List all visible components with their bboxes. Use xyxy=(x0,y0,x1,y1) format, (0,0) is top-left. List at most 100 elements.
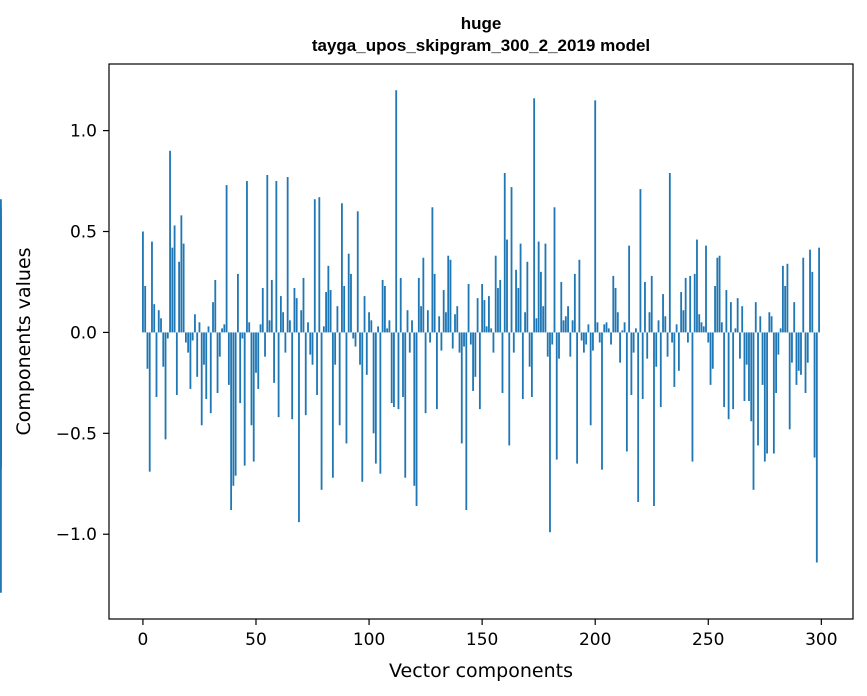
bar-249 xyxy=(705,245,707,333)
bar-286 xyxy=(788,332,791,430)
bar-91 xyxy=(347,253,350,333)
bar-163 xyxy=(510,187,513,333)
bar-197 xyxy=(587,324,590,333)
bar-265 xyxy=(741,306,744,333)
bar-80 xyxy=(322,326,325,333)
bar-297 xyxy=(813,332,816,458)
bar-240 xyxy=(684,277,687,333)
bar-244 xyxy=(693,273,696,333)
bar-9 xyxy=(162,332,165,367)
bar-54 xyxy=(264,332,266,357)
bar-266 xyxy=(743,332,746,402)
bar-74 xyxy=(309,332,312,355)
bar-6 xyxy=(155,332,158,397)
bar-105 xyxy=(379,332,382,474)
bar-11 xyxy=(166,332,169,339)
bar-104 xyxy=(377,326,380,333)
bar-204 xyxy=(603,324,606,333)
bar-158 xyxy=(499,279,502,333)
bar-107 xyxy=(383,286,386,333)
bar-264 xyxy=(739,332,741,359)
bar-270 xyxy=(752,332,755,490)
bar-259 xyxy=(727,332,730,420)
bar-2 xyxy=(146,332,149,369)
bar-36 xyxy=(223,324,226,333)
bar-175 xyxy=(537,241,540,333)
bar-184 xyxy=(558,332,560,359)
bar-213 xyxy=(623,322,626,333)
bar-90 xyxy=(345,332,348,444)
bar-93 xyxy=(352,332,355,339)
bar-47 xyxy=(248,322,251,333)
bar-38 xyxy=(227,332,230,385)
bar-44 xyxy=(241,332,244,339)
bar-53 xyxy=(261,288,264,333)
bar-65 xyxy=(289,320,291,333)
bar-212 xyxy=(621,330,624,333)
bar-281 xyxy=(777,332,780,355)
bar-0 xyxy=(142,231,144,333)
bar-138 xyxy=(454,314,456,333)
bar-232 xyxy=(666,332,669,357)
bar-246 xyxy=(698,314,701,333)
bar-255 xyxy=(718,255,721,333)
chart-title: huge xyxy=(461,14,502,33)
bar-84 xyxy=(331,332,334,478)
bar-185 xyxy=(560,281,563,333)
bar-209 xyxy=(614,288,617,333)
bar-290 xyxy=(797,332,800,371)
bar-120 xyxy=(413,332,416,486)
bar-225 xyxy=(650,275,653,333)
bar-57 xyxy=(270,279,273,333)
bar-149 xyxy=(478,332,481,410)
bar-141 xyxy=(460,332,463,444)
bar-201 xyxy=(596,322,599,333)
bar-1 xyxy=(144,286,147,333)
chart-subtitle: tayga_upos_skipgram_300_2_2019 model xyxy=(312,36,650,55)
bar-undefined xyxy=(0,332,2,466)
bar-19 xyxy=(184,332,187,343)
bar-227 xyxy=(655,332,658,367)
bar-180 xyxy=(549,332,551,533)
bar-190 xyxy=(571,320,574,333)
bar-147 xyxy=(474,332,477,377)
bar-35 xyxy=(221,328,223,333)
bar-272 xyxy=(757,332,759,446)
bar-153 xyxy=(488,296,490,333)
bar-39 xyxy=(230,332,233,511)
bar-292 xyxy=(802,257,805,333)
bar-86 xyxy=(336,306,339,333)
bar-42 xyxy=(237,273,239,333)
bar-26 xyxy=(200,332,203,426)
bar-157 xyxy=(497,288,499,333)
bar-24 xyxy=(196,332,199,377)
bar-177 xyxy=(542,306,545,333)
bar-132 xyxy=(440,332,443,351)
bar-203 xyxy=(601,332,603,470)
y-tick-label: 1.0 xyxy=(70,122,97,142)
bar-160 xyxy=(503,172,506,333)
bar-52 xyxy=(259,324,262,333)
bar-202 xyxy=(598,332,601,343)
bar-33 xyxy=(216,332,219,393)
bar-16 xyxy=(178,261,181,333)
x-tick-label: 150 xyxy=(466,630,498,650)
bar-194 xyxy=(580,332,583,341)
bar-181 xyxy=(551,332,554,345)
bar-55 xyxy=(266,175,269,333)
bar-122 xyxy=(417,277,420,333)
y-tick-label: 0.0 xyxy=(70,323,97,343)
bar-103 xyxy=(374,332,377,464)
bar-211 xyxy=(619,332,621,363)
bar-113 xyxy=(397,332,400,410)
bar-253 xyxy=(714,286,716,333)
bar-188 xyxy=(567,306,569,333)
bar-251 xyxy=(709,332,712,385)
bar-206 xyxy=(607,328,610,333)
bar-117 xyxy=(406,310,409,333)
bar-205 xyxy=(605,322,608,333)
bar-30 xyxy=(209,332,212,414)
bar-231 xyxy=(664,316,667,333)
bar-60 xyxy=(277,332,280,418)
